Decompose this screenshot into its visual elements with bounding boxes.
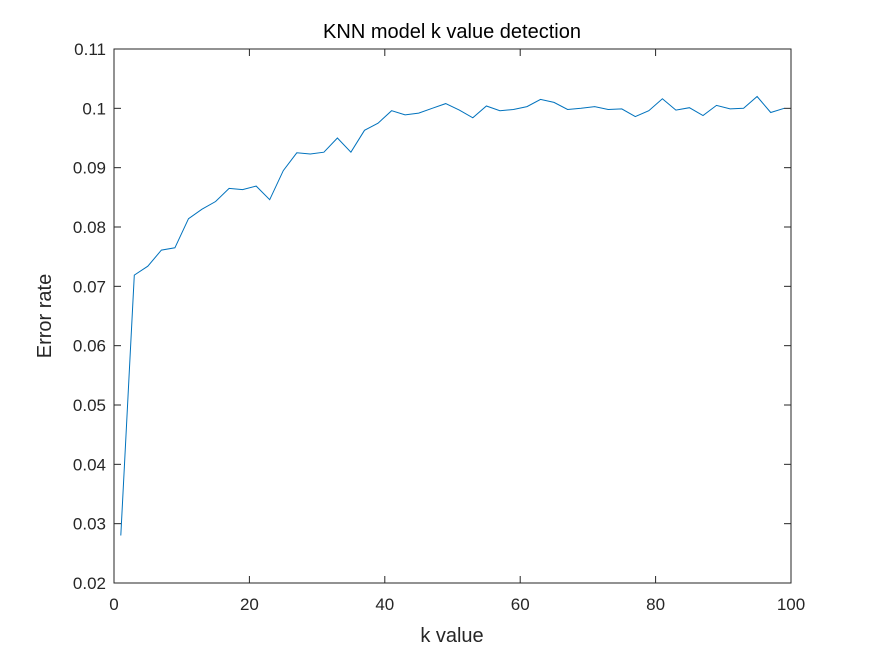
x-tick-label: 100 (777, 595, 805, 614)
x-axis-ticks: 0 20 40 60 80 100 (109, 49, 805, 614)
y-tick-label: 0.02 (73, 574, 106, 593)
y-tick-label: 0.09 (73, 159, 106, 178)
x-tick-label: 40 (375, 595, 394, 614)
y-tick-label: 0.1 (82, 99, 106, 118)
y-axis-ticks: 0.02 0.03 0.04 0.05 0.06 0.07 0.08 0.09 0.1 0.11 (73, 40, 791, 593)
axes-box (113, 48, 792, 584)
x-axis-title: k value (420, 625, 483, 647)
x-tick-label: 0 (109, 595, 118, 614)
y-tick-label: 0.11 (74, 40, 106, 59)
y-tick-label: 0.04 (73, 455, 106, 474)
chart-title: KNN model k value detection (323, 21, 581, 43)
error-rate-line (120, 95, 785, 536)
y-tick-label: 0.05 (73, 396, 106, 415)
y-tick-label: 0.08 (73, 218, 106, 237)
x-tick-label: 60 (511, 595, 530, 614)
y-tick-label: 0.06 (73, 337, 106, 356)
plot-area: 0 20 40 60 80 100 0.020.030.040.050.060.070.0… (73, 40, 805, 614)
y-tick-label: 0.07 (73, 277, 106, 296)
y-tick-label: 0.03 (73, 515, 106, 534)
x-tick-label: 20 (240, 595, 259, 614)
x-tick-label: 80 (646, 595, 665, 614)
y-axis-title: Error rate (34, 274, 56, 358)
